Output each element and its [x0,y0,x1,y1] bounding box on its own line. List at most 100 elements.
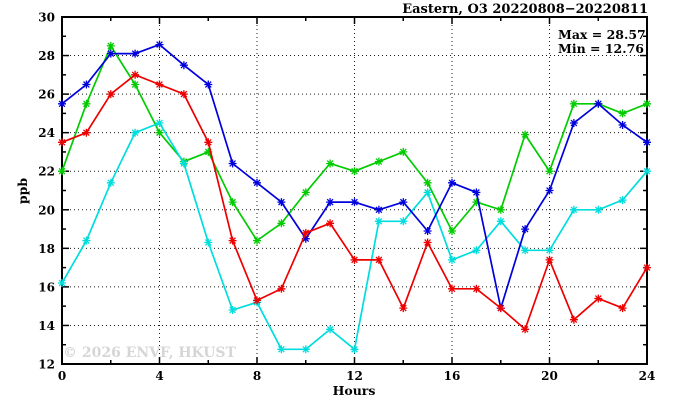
y-tick-label: 22 [38,165,55,179]
data-point-marker [82,236,91,245]
data-point-marker [594,99,603,108]
data-point-marker [594,294,603,303]
data-point-marker [326,325,335,334]
data-point-marker [228,198,237,207]
data-point-marker [399,198,408,207]
data-point-marker [448,284,456,293]
data-point-marker [326,159,335,168]
data-point-marker [618,304,627,313]
data-point-marker [545,167,554,176]
data-point-marker [301,345,310,354]
data-point-marker [569,99,578,108]
data-point-marker [374,255,383,264]
data-point-marker [618,121,627,129]
data-point-marker [423,188,432,197]
x-tick-label: 4 [155,369,163,383]
data-point-marker [399,304,408,313]
data-point-marker [82,80,91,89]
data-point-marker [58,167,66,176]
data-point-marker [472,246,481,255]
data-point-marker [155,128,164,137]
data-point-marker [643,263,651,272]
data-point-marker [58,279,66,287]
data-point-marker [106,41,115,50]
y-tick-label: 16 [38,280,55,294]
data-point-marker [253,236,261,245]
x-tick-label: 24 [639,369,656,383]
data-point-marker [521,225,530,234]
data-point-marker [521,246,530,255]
data-point-marker [545,255,554,264]
data-point-marker [106,90,115,99]
data-point-marker [179,90,188,99]
x-tick-label: 0 [58,369,66,383]
data-point-marker [131,128,140,137]
data-point-marker [277,198,286,207]
plot-layers [58,16,651,365]
data-point-marker [569,315,578,324]
data-point-marker [204,80,213,89]
series-red [58,70,651,334]
data-point-marker [472,284,481,293]
y-tick-label: 28 [38,49,55,63]
data-point-marker [277,345,286,354]
x-tick-label: 16 [444,369,461,383]
data-point-marker [155,80,164,89]
data-point-marker [448,178,456,187]
data-point-marker [155,119,164,127]
data-point-marker [569,119,578,127]
data-point-marker [326,219,335,228]
data-point-marker [618,196,627,205]
data-point-marker [301,228,310,237]
data-point-marker [545,186,554,195]
data-point-marker [521,325,530,334]
series-green [58,41,651,245]
y-tick-label: 12 [38,358,55,372]
y-tick-label: 26 [38,88,55,102]
data-point-marker [423,178,432,187]
y-tick-label: 24 [38,126,55,140]
y-tick-label: 20 [38,203,55,217]
data-point-marker [594,205,603,214]
x-tick-label: 12 [346,369,363,383]
data-point-marker [326,198,335,207]
data-point-marker [131,70,140,79]
series-line-blue [61,43,648,312]
data-point-marker [277,219,286,228]
data-point-marker [228,306,237,314]
data-point-marker [448,227,456,235]
data-point-marker [131,80,140,89]
data-point-marker [569,205,578,214]
data-point-marker [496,304,505,313]
data-point-marker [545,246,554,255]
y-tick-label: 18 [38,242,55,256]
data-point-marker [106,49,115,58]
data-point-marker [374,217,383,226]
data-point-marker [350,198,359,207]
data-point-marker [155,40,164,49]
axis-tick-labels: 0 4 8 12 16 20 24 12 14 16 18 20 22 24 26 28 30 [38,11,655,384]
data-point-marker [472,198,481,207]
data-point-marker [448,255,456,264]
series-blue [58,40,651,313]
data-point-marker [496,205,505,214]
data-point-marker [350,345,359,354]
data-point-marker [472,188,481,197]
data-point-marker [253,178,261,187]
data-point-marker [374,157,383,166]
data-point-marker [228,159,237,168]
data-point-marker [301,234,310,243]
data-point-marker [179,61,188,70]
data-point-marker [643,138,651,147]
data-point-marker [58,138,66,147]
data-point-marker [301,188,310,197]
data-point-marker [643,167,651,176]
data-point-marker [496,217,505,226]
data-point-marker [131,49,140,58]
data-point-marker [643,99,651,108]
watermark: © 2026 ENVF, HKUST [63,345,237,361]
data-point-marker [82,99,91,108]
data-point-marker [204,147,213,156]
